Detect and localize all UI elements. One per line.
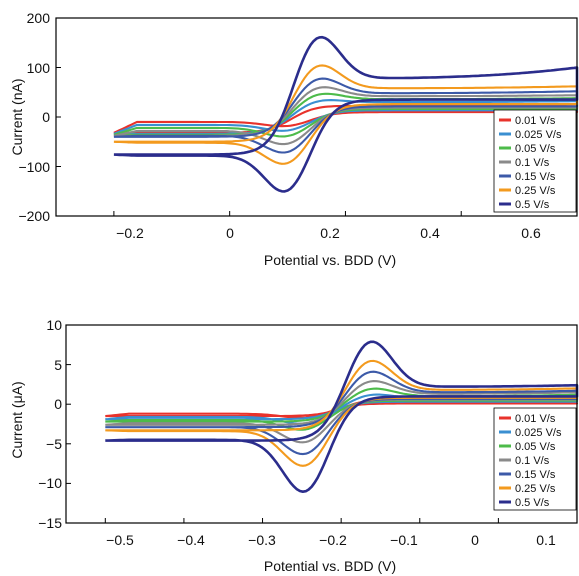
- chart-top-legend-label: 0.5 V/s: [515, 199, 550, 211]
- chart-top-legend-label: 0.025 V/s: [515, 129, 562, 141]
- chart-bottom-ticks: [66, 324, 578, 524]
- chart-bottom-ytick-label: 10: [46, 317, 62, 333]
- chart-bottom-xlabel: Potential vs. BDD (V): [264, 558, 396, 574]
- chart-bottom-ytick-label: 0: [54, 396, 62, 412]
- chart-bottom-legend-label: 0.5 V/s: [515, 497, 550, 509]
- chart-top-ytick-label: 200: [27, 10, 51, 26]
- chart-top-ticks: [56, 17, 578, 217]
- chart-bottom-xtick-label: 0: [471, 532, 479, 548]
- chart-bottom-legend-label: 0.1 V/s: [515, 455, 550, 467]
- chart-bottom-ytick-label: −10: [38, 475, 62, 491]
- chart-bottom-xtick-label: −0.1: [390, 532, 418, 548]
- chart-top-legend-label: 0.25 V/s: [515, 185, 556, 197]
- chart-top-xtick-label: 0: [226, 225, 234, 241]
- chart-bottom-plot-frame: [65, 324, 578, 524]
- chart-top-xlabel: Potential vs. BDD (V): [264, 252, 396, 268]
- chart-top-xtick-label: 0.2: [320, 225, 340, 241]
- chart-bottom-legend-label: 0.05 V/s: [515, 441, 556, 453]
- chart-bottom-ytick-label: −5: [46, 436, 62, 452]
- chart-top-legend-label: 0.01 V/s: [515, 115, 556, 127]
- chart-bottom-ylabel: Current (μA): [9, 381, 25, 458]
- chart-top-legend-label: 0.1 V/s: [515, 157, 550, 169]
- chart-top-ytick-label: −200: [18, 208, 50, 224]
- chart-top-xtick-label: 0.6: [521, 225, 541, 241]
- chart-top: −200 −100 0 100 200 −0.2 0 0.2 0.4 0.6 P…: [9, 10, 579, 268]
- chart-bottom-legend-label: 0.25 V/s: [515, 483, 556, 495]
- chart-top-xtick-label: 0.4: [420, 225, 440, 241]
- chart-top-xtick-label: −0.2: [116, 225, 144, 241]
- chart-bottom-ytick-label: −15: [38, 515, 62, 531]
- chart-bottom-legend: 0.01 V/s 0.025 V/s 0.05 V/s 0.1 V/s 0.15…: [493, 407, 577, 511]
- chart-top-ylabel: Current (nA): [9, 78, 25, 155]
- chart-top-ytick-label: 0: [42, 109, 50, 125]
- chart-bottom-legend-label: 0.01 V/s: [515, 413, 556, 425]
- chart-top-legend-label: 0.15 V/s: [515, 171, 556, 183]
- chart-bottom-xtick-label: −0.3: [248, 532, 276, 548]
- chart-bottom-xtick-label: −0.5: [106, 532, 134, 548]
- chart-bottom: −15 −10 −5 0 5 10 −0.5 −0.4 −0.3 −0.2 −0…: [9, 317, 579, 574]
- chart-bottom-xtick-label: −0.4: [177, 532, 205, 548]
- chart-top-ytick-label: −100: [18, 159, 50, 175]
- chart-top-legend: 0.01 V/s 0.025 V/s 0.05 V/s 0.1 V/s 0.15…: [493, 109, 577, 213]
- chart-bottom-legend-label: 0.025 V/s: [515, 427, 562, 439]
- chart-bottom-legend-label: 0.15 V/s: [515, 469, 556, 481]
- chart-top-ytick-label: 100: [27, 60, 51, 76]
- chart-bottom-xtick-label: 0.1: [536, 532, 556, 548]
- chart-bottom-ytick-label: 5: [54, 357, 62, 373]
- chart-bottom-xtick-label: −0.2: [319, 532, 347, 548]
- chart-top-legend-label: 0.05 V/s: [515, 143, 556, 155]
